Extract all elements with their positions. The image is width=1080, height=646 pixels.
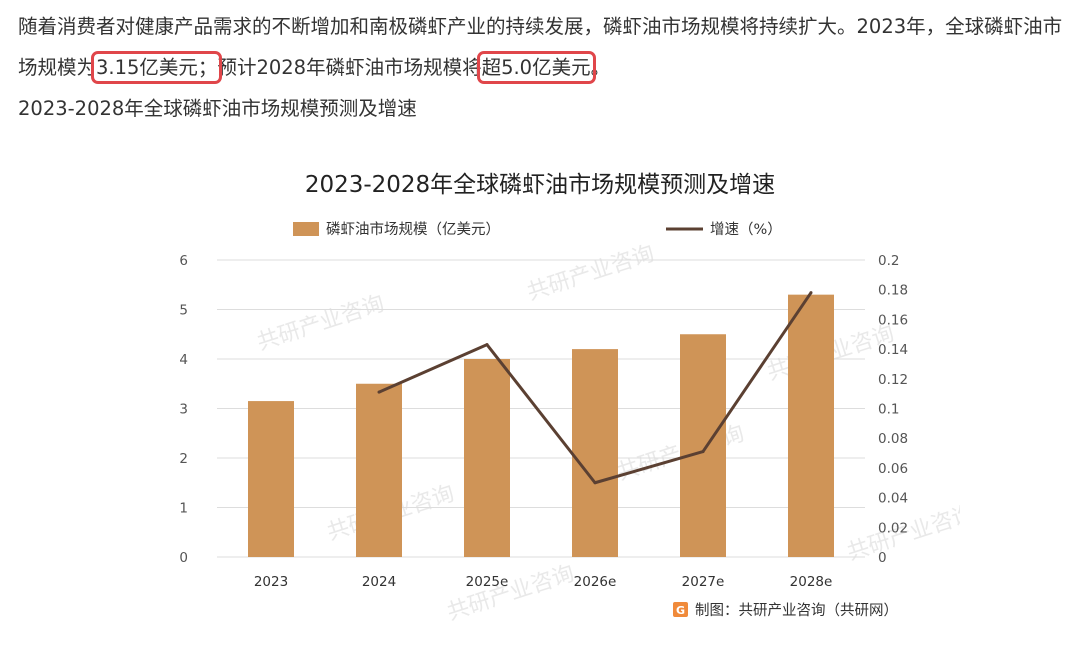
watermark-text: 共研产业咨询 bbox=[254, 291, 387, 356]
growth-point bbox=[377, 390, 381, 394]
growth-point bbox=[593, 481, 597, 485]
y-left-tick-label: 5 bbox=[179, 303, 188, 319]
source-text: 制图：共研产业咨询（共研网） bbox=[695, 602, 898, 619]
y-right-axis: 0 0.02 0.04 0.06 0.08 0.1 0.12 0.14 0.16 0.18 0.2 bbox=[878, 253, 908, 566]
y-right-tick-label: 0.06 bbox=[878, 461, 908, 477]
y-right-tick-label: 0.04 bbox=[878, 491, 908, 507]
y-left-tick-label: 4 bbox=[179, 352, 188, 368]
x-tick-label: 2028e bbox=[790, 574, 833, 590]
chart-caption: 2023-2028年全球磷虾油市场规模预测及增速 bbox=[18, 97, 417, 120]
highlight-2028-value: 超5.0亿美元 bbox=[476, 51, 596, 84]
bar-2024 bbox=[356, 383, 402, 557]
x-tick-label: 2023 bbox=[254, 574, 288, 590]
chart-container: 共研产业咨询共研产业咨询共研产业咨询共研产业咨询共研产业咨询共研产业咨询共研产业… bbox=[150, 150, 977, 640]
legend-bar-label: 磷虾油市场规模（亿美元） bbox=[326, 221, 500, 238]
bar-2028e bbox=[788, 294, 834, 557]
watermark-text: 共研产业咨询 bbox=[524, 241, 657, 306]
highlight-2023-value: 3.15亿美元； bbox=[90, 51, 223, 84]
growth-line-series bbox=[377, 291, 813, 485]
y-right-tick-label: 0 bbox=[878, 550, 887, 566]
y-right-tick-label: 0.18 bbox=[878, 283, 908, 299]
y-left-tick-label: 6 bbox=[179, 253, 188, 269]
gridlines bbox=[217, 259, 865, 558]
source-note: G 制图：共研产业咨询（共研网） bbox=[673, 602, 898, 619]
paragraph-text-2: 预计2028年磷虾油市场规模将 bbox=[217, 56, 482, 79]
source-logo-glyph: G bbox=[676, 604, 685, 617]
legend-line-label: 增速（%） bbox=[710, 221, 782, 238]
source-logo-icon bbox=[673, 602, 688, 617]
y-right-tick-label: 0.12 bbox=[878, 372, 908, 388]
bar-2023 bbox=[248, 401, 294, 557]
y-left-tick-label: 3 bbox=[179, 402, 188, 418]
x-tick-label: 2026e bbox=[574, 574, 617, 590]
bar-series bbox=[248, 294, 834, 557]
legend-bar-swatch bbox=[293, 222, 319, 236]
paragraph-text-1: 随着消费者对健康产品需求的不断增加和南极磷虾产业的持续发展，磷虾油市场规模将持续… bbox=[18, 15, 1063, 79]
y-right-tick-label: 0.16 bbox=[878, 312, 908, 328]
growth-point bbox=[701, 450, 705, 454]
y-right-tick-label: 0.2 bbox=[878, 253, 899, 269]
combo-chart: 共研产业咨询共研产业咨询共研产业咨询共研产业咨询共研产业咨询共研产业咨询共研产业… bbox=[179, 172, 977, 626]
x-tick-label: 2027e bbox=[682, 574, 725, 590]
y-left-tick-label: 1 bbox=[179, 501, 188, 517]
growth-point bbox=[809, 291, 813, 295]
y-right-tick-label: 0.02 bbox=[878, 520, 908, 536]
article-paragraph: 随着消费者对健康产品需求的不断增加和南极磷虾产业的持续发展，磷虾油市场规模将持续… bbox=[18, 6, 1068, 88]
y-right-tick-label: 0.1 bbox=[878, 402, 899, 418]
bar-2025e bbox=[464, 359, 510, 557]
growth-point bbox=[485, 343, 489, 347]
y-left-tick-label: 2 bbox=[179, 451, 188, 467]
y-right-tick-label: 0.14 bbox=[878, 342, 908, 358]
legend: 磷虾油市场规模（亿美元） 增速（%） bbox=[293, 221, 782, 238]
y-left-tick-label: 0 bbox=[179, 550, 188, 566]
x-tick-label: 2025e bbox=[466, 574, 509, 590]
x-axis: 2023 2024 2025e 2026e 2027e 2028e bbox=[254, 574, 833, 590]
watermark-text: 共研产业咨询 bbox=[444, 561, 577, 626]
x-tick-label: 2024 bbox=[362, 574, 396, 590]
bar-2027e bbox=[680, 334, 726, 557]
bar-2026e bbox=[572, 349, 618, 557]
y-right-tick-label: 0.08 bbox=[878, 431, 908, 447]
chart-title: 2023-2028年全球磷虾油市场规模预测及增速 bbox=[305, 172, 775, 198]
y-left-axis: 0 1 2 3 4 5 6 bbox=[179, 253, 188, 566]
paragraph-text-3: 。 bbox=[590, 56, 611, 79]
